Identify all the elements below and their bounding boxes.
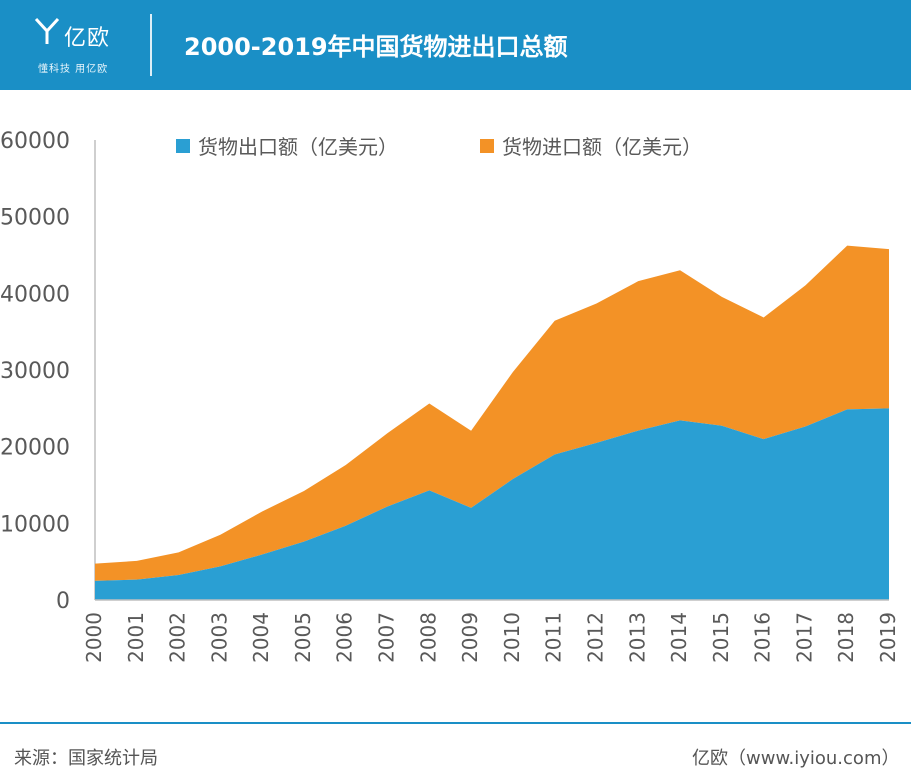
x-tick-label: 2008: [416, 612, 440, 663]
legend-swatch-import: [480, 139, 494, 153]
x-tick-label: 2018: [834, 612, 858, 663]
y-tick-label: 0: [56, 589, 70, 614]
x-tick-label: 2005: [291, 612, 315, 663]
page-title: 2000-2019年中国货物进出口总额: [184, 33, 568, 61]
y-tick-label: 40000: [0, 282, 70, 307]
logo-slogan: 懂科技 用亿欧: [38, 64, 109, 75]
chart-legend: 货物出口额（亿美元） 货物进口额（亿美元）: [176, 135, 702, 159]
x-tick-label: 2006: [333, 612, 357, 663]
header-divider: [150, 14, 152, 76]
series-area-export: [95, 408, 889, 600]
x-tick-label: 2013: [625, 612, 649, 663]
x-tick-label: 2002: [166, 612, 190, 663]
x-tick-label: 2019: [876, 612, 900, 663]
legend-label-export: 货物出口额（亿美元）: [198, 135, 398, 159]
y-axis: 0 10000 20000 30000 40000 50000 60000: [0, 129, 96, 614]
trade-area-chart: 0 10000 20000 30000 40000 50000 60000 2000 2001…: [0, 129, 900, 663]
y-tick-label: 50000: [0, 206, 70, 231]
logo-text: 亿欧: [64, 26, 111, 51]
x-tick-label: 2004: [249, 612, 273, 663]
y-tick-label: 30000: [0, 359, 70, 384]
x-tick-label: 2016: [751, 612, 775, 663]
x-tick-label: 2014: [667, 612, 691, 663]
x-tick-label: 2003: [207, 612, 231, 663]
x-tick-label: 2017: [792, 612, 816, 663]
yiou-logo-icon: [34, 17, 60, 44]
chart-areas: [95, 245, 889, 600]
legend-label-import: 货物进口额（亿美元）: [502, 135, 702, 159]
legend-swatch-export: [176, 139, 190, 153]
data-source: 来源：国家统计局: [14, 748, 158, 769]
x-tick-label: 2001: [124, 612, 148, 663]
site-credit: 亿欧（www.iyiou.com）: [692, 748, 900, 769]
x-tick-label: 2009: [458, 612, 482, 663]
x-tick-label: 2010: [500, 612, 524, 663]
y-tick-label: 20000: [0, 436, 70, 461]
x-tick-label: 2007: [375, 612, 399, 663]
y-tick-label: 60000: [0, 129, 70, 154]
header-banner: 亿欧 懂科技 用亿欧 2000-2019年中国货物进出口总额: [0, 0, 911, 90]
x-tick-label: 2000: [82, 612, 106, 663]
series-area-import: [95, 245, 889, 581]
x-tick-label: 2015: [709, 612, 733, 663]
x-tick-label: 2012: [583, 612, 607, 663]
footer-divider: [0, 722, 911, 724]
y-tick-label: 10000: [0, 512, 70, 537]
x-axis: 2000 2001 2002 2003 2004 2005 2006 2007 2008 2009…: [82, 599, 900, 663]
x-tick-label: 2011: [542, 612, 566, 663]
